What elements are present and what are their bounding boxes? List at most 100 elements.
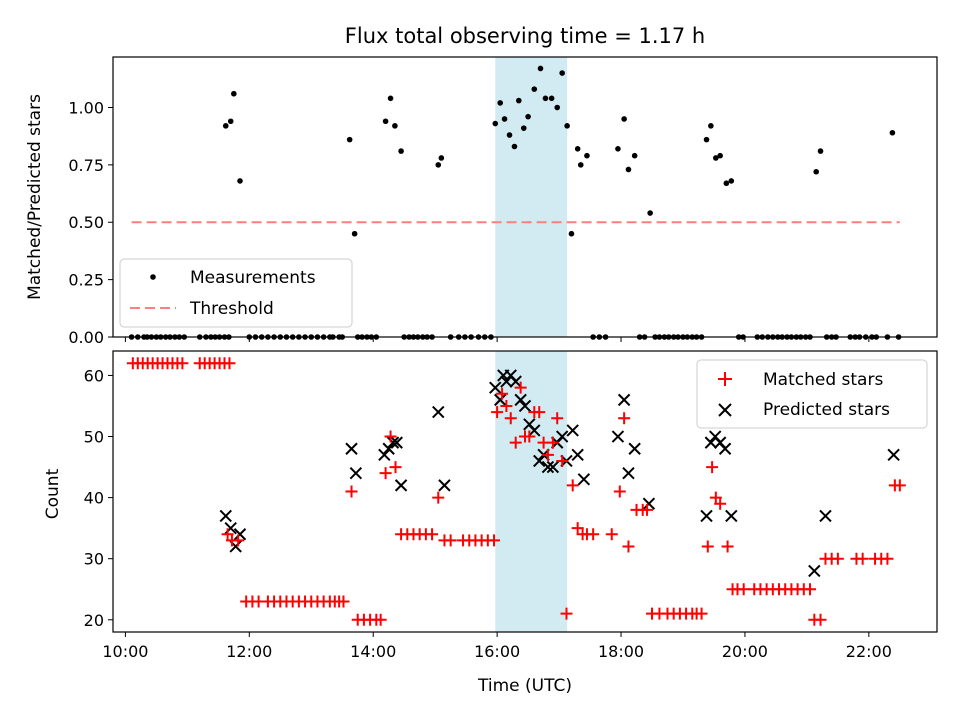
- measurement-point: [817, 148, 824, 154]
- measurement-point: [511, 143, 518, 150]
- measurement-point: [492, 120, 499, 127]
- measurement-point: [387, 95, 394, 102]
- top-y-ticks: 0.00 0.25 0.50 0.75 1.00: [68, 98, 113, 347]
- y-tick-label: 0.75: [68, 156, 104, 175]
- matched-point: [814, 613, 827, 626]
- x-tick-label: 12:00: [226, 642, 272, 661]
- legend-matched-label: Matched stars: [763, 370, 883, 390]
- predicted-point: [432, 405, 445, 419]
- y-tick-label: 1.00: [68, 98, 104, 117]
- measurement-point: [554, 104, 561, 111]
- predicted-point: [390, 436, 403, 449]
- matched-point: [432, 491, 445, 504]
- matched-point: [714, 497, 727, 510]
- matched-point: [613, 485, 626, 498]
- matched-point: [509, 436, 522, 449]
- bottom-y-ticks: 20 30 40 50 60: [84, 366, 113, 630]
- predicted-point: [725, 509, 738, 523]
- matched-point: [176, 357, 189, 370]
- matched-point: [384, 430, 397, 443]
- matched-point: [709, 491, 722, 504]
- y-tick-label: 60: [84, 366, 104, 385]
- matched-series: [126, 357, 906, 626]
- measurement-point: [647, 210, 653, 216]
- measurement-point: [501, 116, 508, 122]
- measurement-point: [497, 100, 504, 106]
- predicted-point: [700, 509, 713, 523]
- predicted-point: [628, 442, 641, 455]
- bottom-x-ticks: 10:00 12:00 14:00 16:00 18:00 20:00 22:00: [102, 632, 892, 661]
- measurement-point: [631, 152, 638, 159]
- predicted-point: [541, 460, 555, 474]
- predicted-point: [819, 509, 832, 523]
- predicted-point: [611, 430, 625, 443]
- legend-threshold-label: Threshold: [189, 299, 274, 319]
- measurement-point: [382, 118, 389, 125]
- bottom-plot-frame: [112, 350, 938, 633]
- predicted-point: [509, 375, 522, 388]
- predicted-point: [378, 448, 391, 462]
- measurement-point: [708, 123, 714, 129]
- matched-point: [444, 534, 457, 547]
- matched-point: [345, 485, 358, 498]
- matched-point: [803, 583, 816, 596]
- matched-point: [500, 399, 513, 412]
- matched-point: [491, 406, 504, 419]
- matched-point: [566, 479, 579, 492]
- matched-point: [605, 528, 618, 541]
- bottom-legend-box: [696, 359, 928, 429]
- matched-point: [232, 534, 245, 547]
- top-legend: Measurements Threshold: [119, 258, 353, 328]
- matched-point: [893, 479, 906, 492]
- matched-point: [587, 528, 600, 541]
- predicted-point: [887, 448, 900, 462]
- predicted-point: [219, 509, 232, 523]
- predicted-point: [500, 375, 513, 388]
- top-panel: 0.00 0.25 0.50 0.75 1.00 Matched/Predicted s…: [25, 56, 938, 347]
- measurement-point: [713, 155, 719, 161]
- predicted-point: [438, 479, 451, 492]
- measurement-point: [584, 152, 590, 159]
- measurement-point: [346, 136, 353, 143]
- predicted-point: [514, 393, 527, 407]
- predicted-point: [577, 473, 591, 486]
- matched-point: [556, 454, 569, 467]
- predicted-point: [617, 393, 631, 407]
- bottom-legend: Matched stars Predicted stars: [696, 359, 928, 429]
- legend-predicted-label: Predicted stars: [763, 400, 890, 420]
- predicted-point: [382, 442, 395, 455]
- chart-title: Flux total observing time = 1.17 h: [345, 24, 705, 48]
- x-tick-label: 16:00: [474, 642, 520, 661]
- legend-measurements-marker: [150, 274, 156, 280]
- x-tick-label: 22:00: [846, 642, 892, 661]
- predicted-point: [808, 564, 821, 578]
- measurement-point: [392, 123, 398, 129]
- measurement-point: [574, 146, 581, 152]
- measurement-point: [703, 136, 710, 143]
- matched-point: [560, 607, 573, 620]
- matched-point: [374, 613, 387, 626]
- predicted-point: [622, 466, 635, 480]
- predicted-point: [345, 442, 358, 455]
- measurement-point: [813, 168, 819, 175]
- legend-matched-marker: [718, 372, 732, 386]
- predicted-point: [566, 424, 579, 437]
- matched-point: [514, 381, 527, 394]
- measurement-point: [506, 132, 513, 138]
- measurement-point: [351, 230, 358, 237]
- y-tick-label: 0.50: [68, 213, 104, 232]
- matched-point: [426, 528, 439, 541]
- predicted-point: [494, 393, 507, 407]
- predicted-point: [349, 466, 363, 480]
- predicted-point: [386, 436, 400, 449]
- measurement-point: [222, 123, 229, 129]
- matched-point: [706, 461, 719, 474]
- x-tick-label: 18:00: [598, 642, 644, 661]
- matched-point: [337, 595, 350, 608]
- legend-predicted-marker: [718, 403, 732, 417]
- measurement-point: [621, 116, 627, 122]
- measurement-point: [568, 230, 575, 237]
- measurement-point: [438, 155, 445, 161]
- measurement-point: [398, 148, 404, 154]
